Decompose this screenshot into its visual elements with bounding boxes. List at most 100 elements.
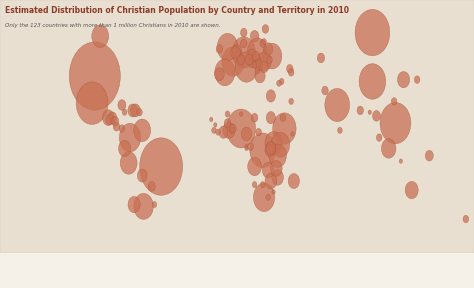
Circle shape (265, 144, 274, 156)
Circle shape (257, 52, 271, 71)
Circle shape (237, 55, 245, 65)
Circle shape (252, 62, 257, 68)
Circle shape (399, 159, 402, 163)
Circle shape (240, 28, 247, 37)
Circle shape (414, 76, 420, 84)
Circle shape (255, 59, 263, 71)
Circle shape (272, 190, 275, 194)
Circle shape (230, 124, 236, 133)
Circle shape (214, 123, 217, 127)
Circle shape (425, 150, 433, 161)
Circle shape (227, 109, 255, 148)
Circle shape (279, 78, 284, 85)
Circle shape (137, 109, 142, 116)
Text: Estimated Distribution of Christian Population by Country and Territory in 2010: Estimated Distribution of Christian Popu… (5, 6, 349, 15)
Circle shape (241, 127, 252, 141)
Circle shape (210, 117, 213, 122)
Circle shape (265, 173, 277, 189)
Circle shape (128, 104, 137, 117)
Circle shape (120, 152, 137, 174)
Circle shape (118, 140, 131, 157)
Circle shape (267, 56, 273, 63)
Circle shape (269, 144, 286, 167)
Circle shape (92, 25, 109, 48)
Circle shape (76, 82, 108, 124)
Circle shape (288, 173, 300, 189)
Circle shape (212, 127, 216, 133)
Circle shape (225, 111, 230, 117)
Circle shape (291, 132, 294, 136)
Circle shape (463, 215, 469, 223)
Circle shape (248, 49, 256, 60)
Circle shape (223, 122, 235, 139)
Circle shape (217, 33, 238, 61)
Circle shape (130, 104, 140, 117)
Circle shape (239, 112, 243, 116)
Circle shape (248, 157, 262, 176)
Circle shape (250, 31, 259, 42)
Circle shape (277, 80, 281, 86)
Circle shape (229, 127, 234, 133)
Circle shape (134, 119, 151, 142)
Circle shape (128, 196, 140, 213)
Circle shape (224, 119, 231, 128)
Circle shape (219, 126, 228, 138)
Circle shape (102, 110, 114, 126)
Circle shape (368, 110, 371, 114)
Circle shape (249, 59, 255, 68)
Circle shape (288, 69, 294, 76)
Circle shape (251, 113, 258, 122)
Circle shape (215, 68, 224, 81)
Circle shape (337, 127, 342, 133)
Circle shape (260, 181, 265, 188)
Circle shape (245, 54, 253, 65)
Circle shape (222, 47, 244, 76)
Circle shape (280, 114, 286, 122)
Circle shape (391, 98, 397, 105)
Circle shape (287, 65, 293, 73)
Circle shape (252, 181, 257, 188)
Circle shape (216, 45, 223, 53)
Circle shape (260, 61, 268, 73)
Circle shape (254, 183, 275, 212)
FancyBboxPatch shape (0, 0, 474, 253)
Circle shape (255, 67, 260, 74)
Circle shape (357, 106, 364, 115)
Circle shape (119, 125, 125, 132)
Circle shape (252, 51, 260, 61)
Circle shape (266, 194, 271, 200)
Circle shape (322, 86, 328, 95)
Circle shape (248, 38, 267, 64)
Circle shape (289, 98, 293, 105)
Circle shape (245, 146, 248, 151)
Circle shape (148, 182, 155, 191)
Circle shape (240, 39, 247, 48)
Circle shape (152, 202, 157, 208)
Circle shape (317, 53, 325, 63)
Circle shape (262, 24, 269, 33)
Circle shape (231, 46, 240, 59)
Circle shape (263, 43, 282, 69)
Circle shape (271, 132, 290, 157)
Circle shape (405, 181, 418, 199)
Circle shape (266, 142, 276, 155)
Circle shape (140, 138, 182, 195)
Circle shape (382, 139, 396, 158)
Circle shape (248, 143, 254, 150)
Circle shape (255, 69, 265, 83)
Circle shape (232, 37, 255, 68)
Circle shape (272, 170, 283, 185)
Circle shape (250, 133, 275, 168)
Circle shape (264, 43, 273, 55)
Circle shape (258, 67, 262, 71)
Circle shape (106, 114, 114, 125)
Circle shape (270, 160, 282, 176)
Circle shape (380, 103, 411, 144)
Circle shape (262, 39, 266, 45)
Circle shape (108, 112, 117, 124)
Circle shape (232, 45, 242, 57)
Circle shape (134, 193, 153, 219)
Circle shape (216, 129, 220, 135)
Circle shape (113, 122, 120, 131)
Circle shape (69, 42, 120, 110)
